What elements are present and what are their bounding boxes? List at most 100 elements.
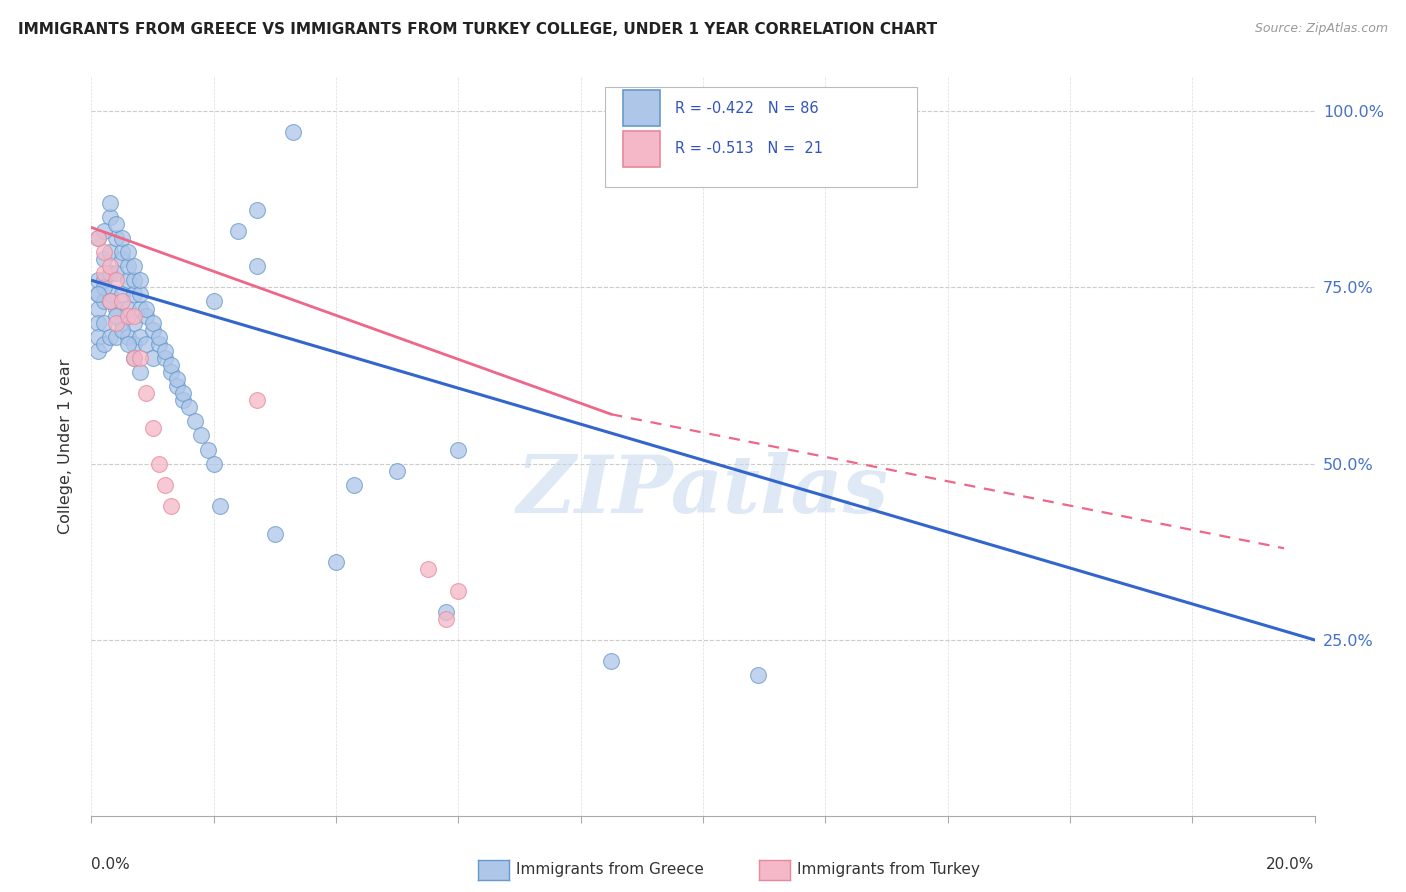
Text: R = -0.422   N = 86: R = -0.422 N = 86: [675, 101, 818, 116]
Point: [600, 654, 623, 668]
Text: 20.0%: 20.0%: [1267, 857, 1315, 871]
Point: [197, 442, 219, 457]
Point: [111, 231, 134, 245]
Text: Immigrants from Greece: Immigrants from Greece: [516, 863, 704, 877]
Point: [122, 336, 145, 351]
Point: [129, 365, 152, 379]
Point: [153, 477, 176, 491]
Point: [104, 266, 127, 280]
Point: [122, 259, 145, 273]
Y-axis label: College, Under 1 year: College, Under 1 year: [58, 359, 73, 533]
Point: [117, 336, 139, 351]
Point: [447, 442, 470, 457]
Point: [141, 323, 163, 337]
Point: [122, 309, 145, 323]
Point: [122, 351, 145, 365]
Point: [434, 612, 457, 626]
Text: IMMIGRANTS FROM GREECE VS IMMIGRANTS FROM TURKEY COLLEGE, UNDER 1 YEAR CORRELATI: IMMIGRANTS FROM GREECE VS IMMIGRANTS FRO…: [18, 22, 938, 37]
Point: [153, 343, 176, 358]
Point: [104, 217, 127, 231]
Point: [111, 323, 134, 337]
Point: [98, 210, 121, 224]
Point: [86, 301, 108, 316]
Point: [104, 316, 127, 330]
Point: [129, 301, 152, 316]
Point: [226, 224, 249, 238]
Point: [104, 309, 127, 323]
Point: [117, 245, 139, 260]
Point: [86, 329, 108, 343]
Point: [447, 583, 470, 598]
Point: [98, 329, 121, 343]
Point: [179, 401, 201, 415]
Point: [208, 499, 231, 513]
Point: [104, 329, 127, 343]
Point: [93, 336, 115, 351]
Point: [283, 125, 305, 139]
Point: [202, 457, 225, 471]
Point: [245, 202, 267, 217]
Point: [190, 428, 212, 442]
Point: [172, 393, 194, 408]
Point: [93, 273, 115, 287]
Point: [111, 252, 134, 267]
Point: [141, 421, 163, 435]
Point: [343, 477, 366, 491]
Point: [122, 273, 145, 287]
Point: [129, 329, 152, 343]
Point: [385, 464, 409, 478]
Point: [86, 231, 108, 245]
Point: [747, 668, 769, 682]
Point: [166, 379, 188, 393]
Point: [86, 287, 108, 301]
Point: [245, 393, 267, 408]
Point: [117, 259, 139, 273]
Point: [148, 457, 170, 471]
Point: [117, 301, 139, 316]
Point: [141, 316, 163, 330]
Point: [86, 231, 108, 245]
Point: [416, 562, 439, 576]
Point: [104, 231, 127, 245]
Text: R = -0.513   N =  21: R = -0.513 N = 21: [675, 141, 823, 156]
Point: [98, 287, 121, 301]
Point: [98, 266, 121, 280]
Point: [129, 351, 152, 365]
Point: [104, 301, 127, 316]
Point: [264, 527, 287, 541]
Point: [129, 273, 152, 287]
Point: [104, 273, 127, 287]
Point: [325, 555, 347, 569]
Point: [135, 301, 157, 316]
Point: [122, 316, 145, 330]
Point: [434, 605, 457, 619]
Text: Source: ZipAtlas.com: Source: ZipAtlas.com: [1254, 22, 1388, 36]
Point: [172, 386, 194, 401]
FancyBboxPatch shape: [605, 87, 917, 187]
FancyBboxPatch shape: [623, 90, 661, 126]
Text: Immigrants from Turkey: Immigrants from Turkey: [797, 863, 980, 877]
Point: [111, 294, 134, 309]
Point: [86, 287, 108, 301]
Point: [93, 316, 115, 330]
Point: [111, 287, 134, 301]
Point: [117, 309, 139, 323]
Point: [93, 224, 115, 238]
Point: [148, 329, 170, 343]
Point: [86, 343, 108, 358]
Point: [98, 195, 121, 210]
Point: [135, 336, 157, 351]
Point: [98, 294, 121, 309]
Point: [184, 414, 207, 428]
Point: [111, 245, 134, 260]
Point: [93, 266, 115, 280]
Point: [135, 386, 157, 401]
Point: [202, 294, 225, 309]
Point: [111, 316, 134, 330]
Point: [93, 252, 115, 267]
Point: [98, 259, 121, 273]
Point: [93, 294, 115, 309]
Point: [86, 316, 108, 330]
Point: [86, 273, 108, 287]
FancyBboxPatch shape: [623, 131, 661, 167]
